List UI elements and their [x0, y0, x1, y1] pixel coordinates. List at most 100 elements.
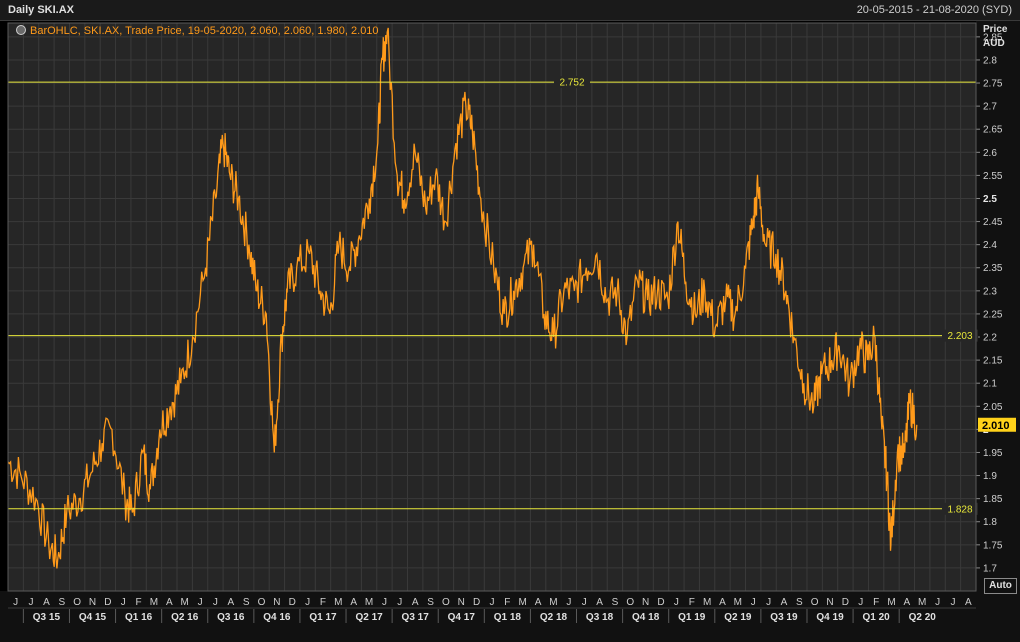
- y-tick-label: 1.9: [983, 471, 997, 482]
- auto-scale-button[interactable]: Auto: [984, 578, 1017, 594]
- plot-area: [8, 23, 976, 591]
- x-quarter-label: Q3 16: [217, 612, 245, 623]
- reference-line-label: 2.752: [559, 78, 584, 89]
- x-month-label: N: [89, 597, 96, 608]
- x-month-label: O: [258, 597, 266, 608]
- reference-label-bg: [942, 502, 978, 515]
- x-axis-panel: [0, 591, 976, 642]
- legend-text: BarOHLC, SKI.AX, Trade Price, 19-05-2020…: [30, 25, 379, 37]
- x-quarter-label: Q2 18: [540, 612, 568, 623]
- chart-title: Daily SKI.AX: [8, 4, 75, 16]
- x-month-label: J: [397, 597, 402, 608]
- x-quarter-label: Q3 18: [586, 612, 614, 623]
- x-month-label: S: [58, 597, 65, 608]
- x-month-label: J: [198, 597, 203, 608]
- x-quarter-label: Q2 20: [909, 612, 937, 623]
- x-month-label: J: [13, 597, 18, 608]
- last-price-tag: [978, 417, 1016, 432]
- x-month-label: J: [213, 597, 218, 608]
- x-month-label: J: [751, 597, 756, 608]
- date-range: 20-05-2015 - 21-08-2020 (SYD): [856, 4, 1012, 16]
- x-month-label: M: [150, 597, 158, 608]
- x-month-label: D: [473, 597, 480, 608]
- x-month-label: D: [289, 597, 296, 608]
- x-month-label: A: [965, 597, 972, 608]
- x-month-label: F: [689, 597, 695, 608]
- reference-line-label: 2.203: [947, 331, 972, 342]
- x-month-label: O: [73, 597, 81, 608]
- x-month-label: S: [427, 597, 434, 608]
- y-tick-label: 1.8: [983, 517, 997, 528]
- x-month-label: S: [796, 597, 803, 608]
- price-series-line: [7, 27, 918, 569]
- x-quarter-label: Q3 17: [402, 612, 430, 623]
- y-tick-label: 2.2: [983, 333, 997, 344]
- y-tick-label: 2.4: [983, 240, 997, 251]
- x-month-label: D: [104, 597, 111, 608]
- plot-border: [7, 22, 977, 592]
- x-quarter-label: Q1 18: [494, 612, 522, 623]
- x-month-label: A: [719, 597, 726, 608]
- x-quarter-label: Q4 19: [816, 612, 844, 623]
- x-month-label: N: [642, 597, 649, 608]
- x-quarter-label: Q2 19: [724, 612, 752, 623]
- x-month-label: M: [519, 597, 527, 608]
- x-month-label: J: [950, 597, 955, 608]
- x-quarter-label: Q4 15: [79, 612, 107, 623]
- x-month-label: D: [657, 597, 664, 608]
- x-month-label: A: [535, 597, 542, 608]
- y-tick-label: 2.8: [983, 55, 997, 66]
- y-tick-label: 1.85: [983, 494, 1003, 505]
- y-tick-label: 1.7: [983, 563, 997, 574]
- x-quarter-label: Q3 19: [770, 612, 798, 623]
- x-month-label: M: [365, 597, 373, 608]
- x-month-label: M: [734, 597, 742, 608]
- x-month-label: M: [887, 597, 895, 608]
- y-tick-label: 2.65: [983, 125, 1003, 136]
- x-month-label: F: [320, 597, 326, 608]
- x-month-label: A: [43, 597, 50, 608]
- reference-label-bg: [554, 76, 590, 89]
- x-quarter-label: Q2 16: [171, 612, 199, 623]
- x-quarter-label: Q2 17: [355, 612, 383, 623]
- x-quarter-label: Q1 17: [309, 612, 337, 623]
- y-tick-label: 2.3: [983, 286, 997, 297]
- x-month-label: M: [703, 597, 711, 608]
- x-month-label: J: [935, 597, 940, 608]
- x-month-label: J: [674, 597, 679, 608]
- x-month-label: M: [549, 597, 557, 608]
- x-month-label: J: [29, 597, 34, 608]
- x-month-label: A: [596, 597, 603, 608]
- y-tick-label: 2.15: [983, 356, 1003, 367]
- x-month-label: N: [273, 597, 280, 608]
- price-chart[interactable]: 2.85 2.8 2.75 2.7 2.65 2.6 2.55 2.5 2.45 2.4 2.35 2…: [0, 21, 1020, 642]
- x-month-label: J: [582, 597, 587, 608]
- x-quarter-label: Q4 18: [632, 612, 660, 623]
- legend-icon: [16, 25, 26, 35]
- x-month-label: J: [766, 597, 771, 608]
- y-axis-unit: AUD: [983, 38, 1005, 49]
- reference-label-bg: [942, 329, 978, 342]
- x-month-label: J: [305, 597, 310, 608]
- y-axis-title: Price: [983, 24, 1008, 35]
- x-month-label: O: [626, 597, 634, 608]
- y-tick-label: 2.35: [983, 263, 1003, 274]
- x-month-label: J: [121, 597, 126, 608]
- y-tick-label: 1.75: [983, 540, 1003, 551]
- y-tick-label: 1.95: [983, 448, 1003, 459]
- x-month-label: S: [243, 597, 250, 608]
- x-month-label: N: [458, 597, 465, 608]
- y-tick-label: 2.05: [983, 402, 1003, 413]
- y-tick-label: 2.7: [983, 102, 997, 113]
- y-tick-label: 2.85: [983, 32, 1003, 43]
- y-tick-label: 2.55: [983, 171, 1003, 182]
- x-month-label: F: [136, 597, 142, 608]
- x-quarter-label: Q1 19: [678, 612, 706, 623]
- y-tick-label: 2.5: [983, 194, 997, 205]
- x-month-label: F: [873, 597, 879, 608]
- y-tick-label: 2.75: [983, 79, 1003, 90]
- reference-line-label: 1.828: [947, 504, 972, 515]
- x-month-label: O: [442, 597, 450, 608]
- x-month-label: O: [811, 597, 819, 608]
- legend: BarOHLC, SKI.AX, Trade Price, 19-05-2020…: [16, 25, 379, 37]
